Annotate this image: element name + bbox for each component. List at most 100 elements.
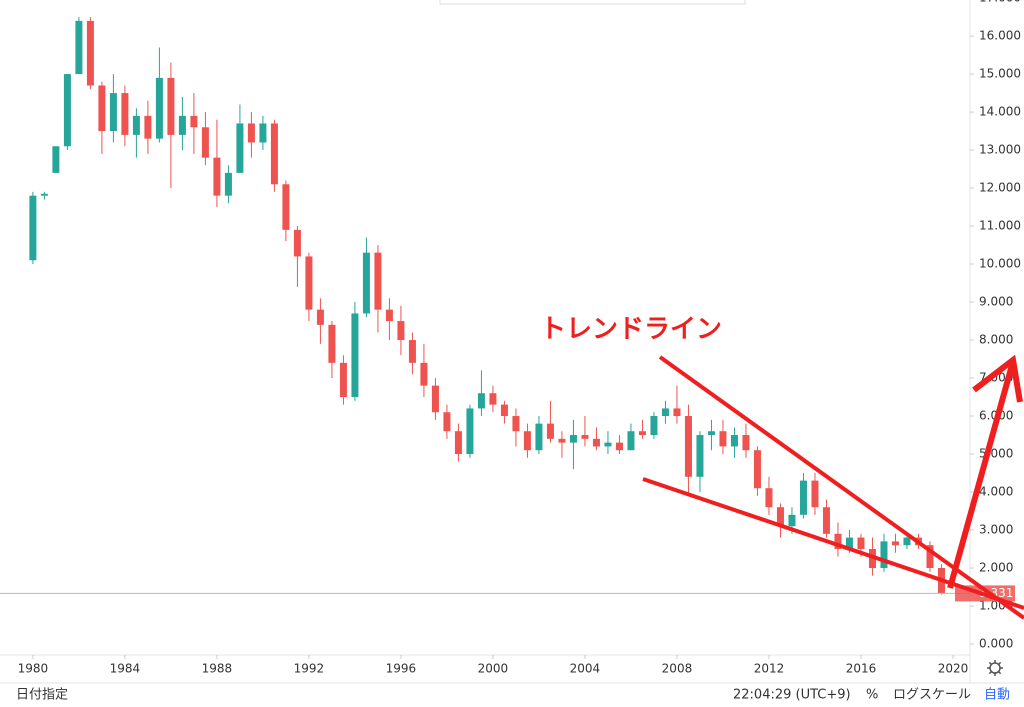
date-range-button[interactable]: 日付指定 <box>16 688 68 703</box>
candle-body <box>385 309 393 322</box>
candle-body <box>466 408 474 455</box>
candle-body <box>765 488 773 508</box>
candle-body <box>811 480 819 508</box>
candle-body <box>776 507 784 527</box>
x-tick-label: 2012 <box>754 662 785 676</box>
y-tick-label: 14.000 <box>979 105 1021 119</box>
candle-body <box>213 157 221 196</box>
candle-body <box>696 435 704 477</box>
y-tick-label: 15.000 <box>979 67 1021 81</box>
percent-button[interactable]: % <box>866 688 878 703</box>
candle-body <box>730 435 738 447</box>
x-tick-label: 1984 <box>110 662 141 676</box>
candle-body <box>926 545 934 568</box>
y-tick-label: 4.000 <box>979 485 1013 499</box>
candle-body <box>891 541 899 546</box>
candle-body <box>339 362 347 398</box>
candle-body <box>546 423 554 439</box>
gear-tooth <box>988 671 992 675</box>
trend-line-upper <box>658 355 1024 620</box>
y-axis-panel <box>970 0 1024 683</box>
log-scale-button[interactable]: ログスケール <box>893 688 971 703</box>
candle-body <box>673 408 681 417</box>
x-tick-label: 2000 <box>478 662 509 676</box>
candle-body <box>799 480 807 515</box>
candle-body <box>558 438 566 443</box>
settings-button[interactable] <box>987 660 1003 676</box>
candle-body <box>144 115 152 139</box>
candle-body <box>178 115 186 135</box>
x-tick-label: 1980 <box>18 662 49 676</box>
candle-body <box>282 184 290 230</box>
y-tick-label: 3.000 <box>979 523 1013 537</box>
annotation: トレンドライン <box>540 315 722 345</box>
candle-body <box>420 362 428 386</box>
top-panel <box>439 0 746 5</box>
candle-body <box>604 442 612 447</box>
candle-body <box>615 442 623 451</box>
candle-body <box>707 431 715 436</box>
auto-button[interactable]: 自動 <box>984 688 1010 703</box>
candle-body <box>834 533 842 549</box>
candle-body <box>880 541 888 568</box>
candle-body <box>650 416 658 436</box>
candle-body <box>661 408 669 417</box>
x-tick-label: 1988 <box>202 662 233 676</box>
candle-body <box>86 20 94 86</box>
candle-body <box>98 85 106 132</box>
candle-body <box>132 115 140 135</box>
candle-body <box>477 393 485 409</box>
candle-body <box>374 252 382 310</box>
bottom-toolbar: 日付指定 22:04:29 (UTC+9) % ログスケール 自動 <box>0 682 1024 703</box>
candle-body <box>845 537 853 549</box>
candle-body <box>40 193 48 196</box>
candle-body <box>201 127 209 158</box>
y-tick-label: 2.000 <box>979 560 1013 574</box>
x-tick-label: 2016 <box>846 662 877 676</box>
candle-body <box>500 404 508 417</box>
x-tick-label: 2008 <box>662 662 693 676</box>
trend-line-lower <box>642 477 1024 610</box>
candle-body <box>63 74 71 147</box>
y-tick-label: 0.000 <box>979 636 1013 650</box>
candle-body <box>259 123 267 143</box>
x-tick-label: 2020 <box>938 662 969 676</box>
candle-body <box>190 115 198 128</box>
candle-body <box>684 416 692 477</box>
candle-body <box>431 385 439 413</box>
y-tick-label: 9.000 <box>979 295 1013 309</box>
candle-body <box>362 252 370 314</box>
candle-body <box>328 324 336 363</box>
candle-body <box>719 431 727 447</box>
candle-body <box>52 146 60 173</box>
candle-body <box>857 537 865 549</box>
drawings: トレンドライン <box>540 315 1024 620</box>
candle-body <box>581 435 589 439</box>
candle-body <box>247 123 255 143</box>
gear-tooth <box>998 661 1002 665</box>
candle-body <box>29 195 37 261</box>
candle-body <box>903 537 911 546</box>
candle-body <box>293 229 301 257</box>
candle-body <box>569 435 577 443</box>
candle-body <box>397 321 405 341</box>
candle-body <box>121 93 129 135</box>
x-tick-label: 2004 <box>570 662 601 676</box>
y-tick-label: 13.000 <box>979 143 1021 157</box>
candle-body <box>523 431 531 451</box>
y-tick-label: 17.000 <box>979 0 1021 5</box>
candle-body <box>305 256 313 310</box>
y-tick-label: 12.000 <box>979 181 1021 195</box>
y-tick-label: 11.000 <box>979 219 1021 233</box>
candle-body <box>351 313 359 398</box>
y-tick-label: 8.000 <box>979 333 1013 347</box>
candle-body <box>822 507 830 534</box>
candle-body <box>75 20 83 75</box>
arrow-head <box>972 354 1023 403</box>
candle-body <box>316 309 324 325</box>
candle-body <box>753 450 761 489</box>
candle-body <box>535 423 543 451</box>
candle-body <box>454 431 462 455</box>
candle-body <box>627 431 635 451</box>
